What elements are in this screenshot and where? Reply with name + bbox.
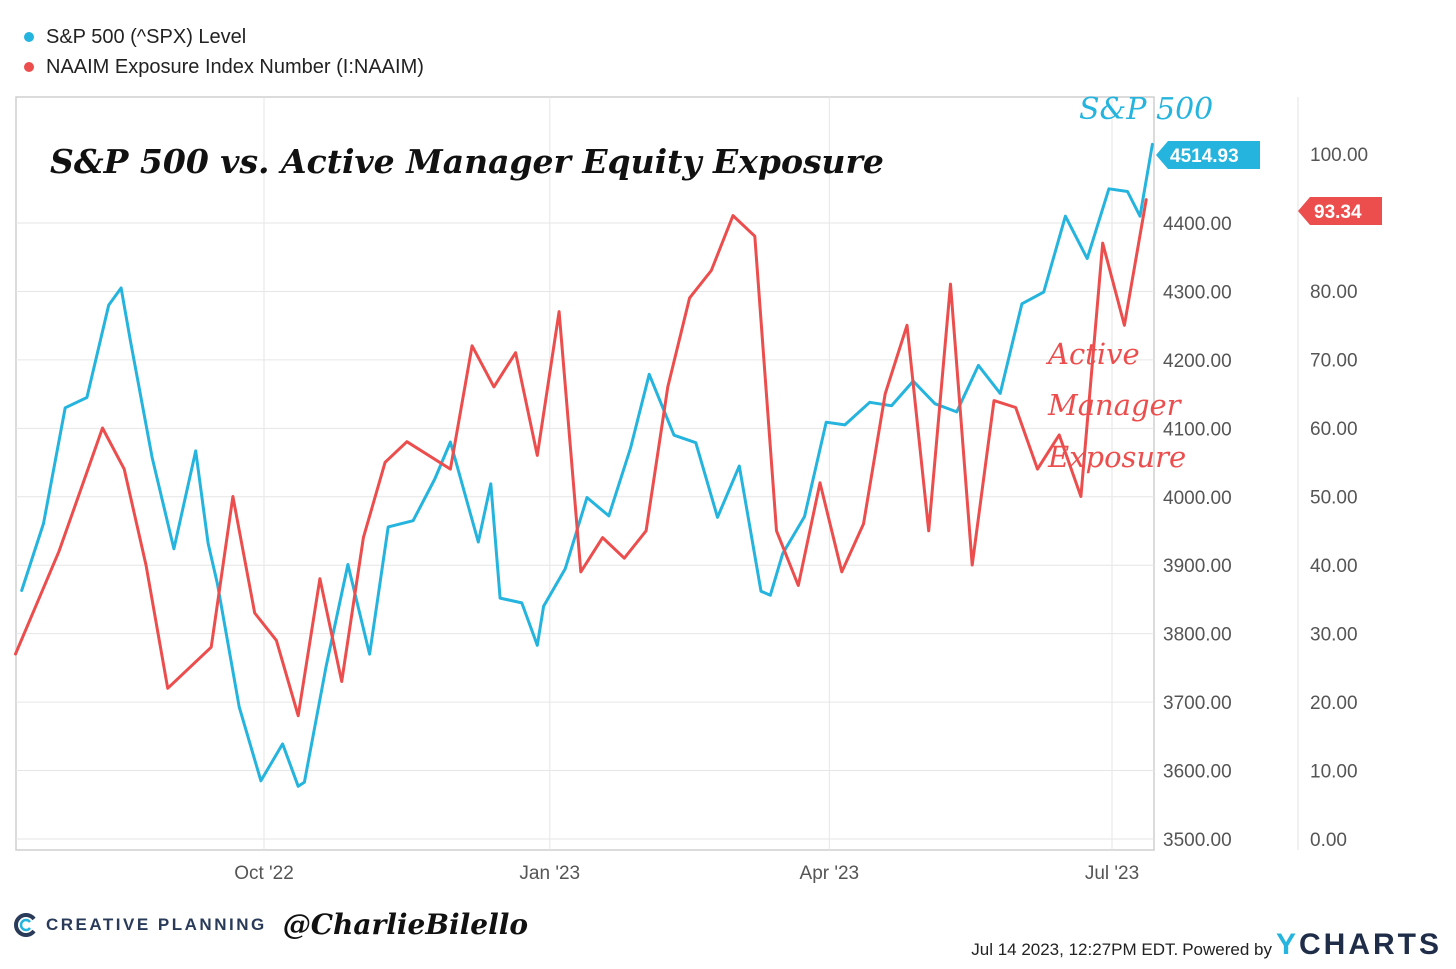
creative-planning-brand: CREATIVE PLANNING <box>46 914 267 934</box>
right-axis-tick-label: 70.00 <box>1310 351 1358 372</box>
creative-planning-logo-icon <box>14 912 36 937</box>
naaim-last-value: 93.34 <box>1314 202 1362 223</box>
right-axis-tick-label: 50.00 <box>1310 488 1358 509</box>
right-axis-tick-label: 40.00 <box>1310 556 1358 577</box>
left-axis-tick-label: 3900.00 <box>1163 556 1232 577</box>
spx-last-value: 4514.93 <box>1170 146 1239 167</box>
naaim-series-line[interactable] <box>14 198 1148 718</box>
right-axis-tick-label: 100.00 <box>1310 145 1368 166</box>
chart-annotation-title: S&P 500 vs. Active Manager Equity Exposu… <box>50 142 884 181</box>
gridlines <box>16 97 1154 850</box>
powered-by-label: Powered by <box>1182 940 1272 959</box>
naaim-annotation-line-2: Manager <box>1047 388 1183 422</box>
left-axis-tick-label: 4400.00 <box>1163 214 1232 235</box>
ycharts-logo[interactable]: YCHARTS <box>1276 930 1442 960</box>
right-axis-tick-label: 10.00 <box>1310 762 1358 783</box>
spx-annotation: S&P 500 <box>1079 92 1213 127</box>
left-axis-tick-label: 3500.00 <box>1163 830 1232 851</box>
legend-item-naaim[interactable]: NAAIM Exposure Index Number (I:NAAIM) <box>24 52 424 82</box>
x-axis-tick-label: Jul '23 <box>1085 863 1139 884</box>
legend-label-naaim: NAAIM Exposure Index Number (I:NAAIM) <box>46 55 424 78</box>
right-axis-tick-label: 60.00 <box>1310 419 1358 440</box>
spx-last-value-tag: 4514.93 <box>1156 141 1260 169</box>
x-axis-ticks: Oct '22 Jan '23 Apr '23 Jul '23 <box>234 863 1139 884</box>
timestamp: Jul 14 2023, 12:27PM EDT. <box>971 940 1179 959</box>
spx-series-line[interactable] <box>20 142 1154 788</box>
left-axis-tick-label: 3800.00 <box>1163 625 1232 646</box>
x-axis-tick-label: Jan '23 <box>519 863 580 884</box>
footer-branding: CREATIVE PLANNING @CharlieBilello <box>14 908 528 941</box>
chart-legend: S&P 500 (^SPX) Level NAAIM Exposure Inde… <box>24 22 424 82</box>
legend-item-spx[interactable]: S&P 500 (^SPX) Level <box>24 22 424 52</box>
legend-dot-spx <box>24 32 34 42</box>
x-axis-tick-label: Oct '22 <box>234 863 294 884</box>
right-axis-tick-label: 30.00 <box>1310 625 1358 646</box>
left-axis-tick-label: 3700.00 <box>1163 693 1232 714</box>
left-axis-tick-label: 3600.00 <box>1163 762 1232 783</box>
plot-area-border <box>15 96 1155 851</box>
author-handle[interactable]: @CharlieBilello <box>282 908 529 941</box>
right-axis-tick-label: 80.00 <box>1310 282 1358 303</box>
naaim-annotation-line-3: Exposure <box>1047 440 1186 474</box>
series-lines <box>14 142 1154 788</box>
right-axis-tick-label: 20.00 <box>1310 693 1358 714</box>
naaim-annotation-line-1: Active <box>1045 337 1140 371</box>
naaim-last-value-tag: 93.34 <box>1298 197 1382 225</box>
ycharts-logo-text: CHARTS <box>1299 928 1442 961</box>
left-axis-tick-label: 4100.00 <box>1163 419 1232 440</box>
right-axis-tick-label: 0.00 <box>1310 830 1347 851</box>
naaim-last-value-box <box>1298 197 1382 225</box>
left-axis-tick-label: 4200.00 <box>1163 351 1232 372</box>
left-axis-tick-label: 4300.00 <box>1163 282 1232 303</box>
x-axis-tick-label: Apr '23 <box>800 863 860 884</box>
ycharts-logo-y: Y <box>1275 928 1299 961</box>
legend-label-spx: S&P 500 (^SPX) Level <box>46 25 247 48</box>
left-axis-ticks: 4400.00 4300.00 4200.00 4100.00 4000.00 3900.… <box>1163 214 1232 851</box>
right-axis-ticks: 100.00 80.00 70.00 60.00 50.00 40.00 30.00 20.0… <box>1310 145 1368 851</box>
left-axis-tick-label: 4000.00 <box>1163 488 1232 509</box>
footer-source: Jul 14 2023, 12:27PM EDT. Powered by YCH… <box>971 930 1442 960</box>
legend-dot-naaim <box>24 62 34 72</box>
spx-last-value-box <box>1156 141 1260 169</box>
